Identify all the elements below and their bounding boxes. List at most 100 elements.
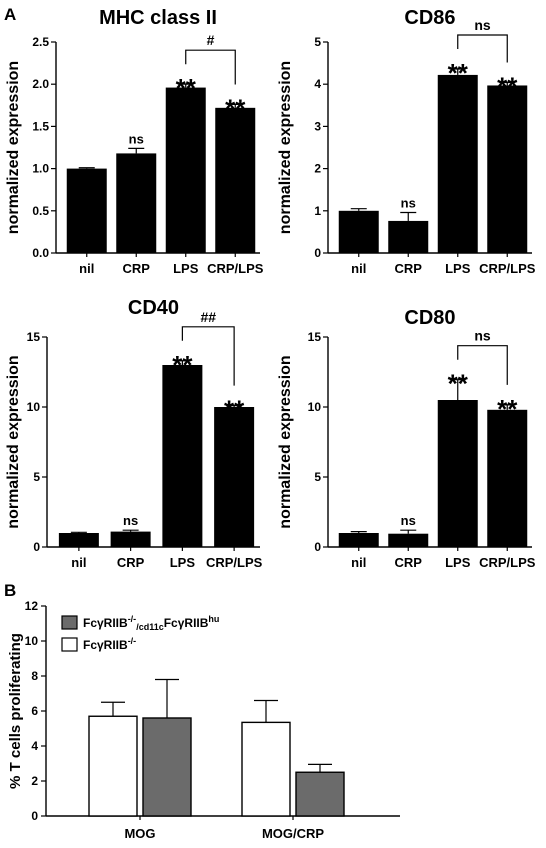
legend-text-part: /cd11c [136, 622, 164, 632]
bar [338, 210, 379, 253]
y-axis-label: % T cells proliferating [7, 633, 24, 789]
bar [295, 771, 345, 817]
x-tick-label: CRP/LPS [479, 555, 536, 570]
x-tick-label: CRP/LPS [479, 261, 536, 276]
legend-text-part: hu [208, 614, 219, 624]
significance-label: ** [448, 369, 469, 399]
bracket-label: ## [200, 309, 216, 325]
x-tick-label: CRP [117, 555, 145, 570]
comparison-bracket [181, 326, 235, 386]
bar [215, 107, 256, 253]
y-tick-label: 0 [314, 540, 321, 554]
significance-label: ns [129, 131, 144, 146]
chart-cd80: CD80 normalized expression 0 5 10 15 nil CRP ns L… [277, 307, 536, 570]
bar [241, 721, 291, 817]
x-tick-label: CRP/LPS [206, 555, 263, 570]
y-tick-label: 2 [314, 162, 321, 176]
x-tick-label: CRP [395, 261, 423, 276]
legend-text-part: FcγRIIB [83, 638, 128, 652]
x-tick-label: LPS [445, 261, 471, 276]
bar [58, 533, 99, 547]
y-tick-label: 2.0 [32, 77, 49, 91]
y-axis-label: normalized expression [277, 355, 294, 528]
legend-text-part: -/- [128, 636, 137, 646]
chart-cd86: CD86 normalized expression 0 1 2 3 4 5 nil CRP ns L… [277, 7, 536, 276]
legend-text-part: FcγRIIB [83, 616, 128, 630]
bar [162, 365, 203, 547]
x-tick-label: CRP [123, 261, 151, 276]
chart-t-cell-proliferation: % T cells proliferating 0 2 4 6 8 10 12 MOG MOG/C… [7, 599, 400, 841]
y-tick-label: 0.0 [32, 246, 49, 260]
y-tick-label: 1.0 [32, 162, 49, 176]
y-tick-label: 10 [25, 634, 39, 648]
x-tick-label: nil [71, 555, 86, 570]
y-tick-label: 4 [31, 739, 38, 753]
chart-mhc-class-ii: MHC class II normalized expression 0.0 0.5 1… [5, 7, 264, 276]
significance-label: ** [176, 73, 197, 103]
significance-label: ** [224, 395, 245, 425]
comparison-bracket [185, 49, 236, 85]
bracket-label: ns [474, 17, 491, 33]
y-tick-label: 8 [31, 669, 38, 683]
y-tick-label: 5 [314, 470, 321, 484]
y-tick-label: 1 [314, 204, 321, 218]
y-tick-label: 10 [308, 400, 322, 414]
legend-text-part: -/- [128, 614, 137, 624]
significance-label: ** [225, 93, 246, 123]
comparison-bracket [457, 345, 508, 385]
significance-label: ns [401, 513, 416, 528]
y-tick-label: 4 [314, 77, 321, 91]
bar [142, 717, 192, 817]
y-tick-label: 2.5 [32, 35, 49, 49]
y-axis-label: normalized expression [277, 61, 294, 234]
chart-title: MHC class II [99, 7, 217, 29]
x-tick-label: CRP [395, 555, 423, 570]
bracket-label: # [207, 32, 215, 48]
y-tick-label: 2 [31, 774, 38, 788]
legend-label: FcγRIIB-/- [83, 636, 136, 652]
y-tick-label: 15 [308, 330, 322, 344]
significance-label: ** [497, 394, 518, 424]
x-tick-label: LPS [170, 555, 196, 570]
significance-label: ** [448, 58, 469, 88]
legend-text-part: FcγRIIB [164, 616, 209, 630]
y-tick-label: 0 [33, 540, 40, 554]
bar [338, 533, 379, 547]
y-axis-label: normalized expression [5, 61, 22, 234]
chart-title: CD80 [404, 307, 455, 329]
x-tick-label: nil [79, 261, 94, 276]
chart-title: CD40 [128, 297, 179, 319]
significance-label: ** [172, 350, 193, 380]
y-tick-label: 0 [314, 246, 321, 260]
x-tick-label: MOG [124, 826, 155, 841]
y-tick-label: 5 [314, 35, 321, 49]
x-tick-label: LPS [173, 261, 199, 276]
chart-title: CD86 [404, 7, 455, 29]
bar [487, 409, 528, 547]
significance-label: ns [401, 195, 416, 210]
y-axis-label: normalized expression [5, 355, 22, 528]
bar [66, 168, 107, 253]
bar [116, 153, 157, 253]
bar [487, 85, 528, 253]
y-tick-label: 0.5 [32, 204, 49, 218]
significance-label: ** [497, 72, 518, 102]
comparison-bracket [457, 34, 508, 63]
y-tick-label: 5 [33, 470, 40, 484]
bar [437, 400, 478, 547]
bar [388, 220, 429, 253]
panel-label-a: A [4, 5, 16, 24]
bar [388, 533, 429, 547]
panel-label-b: B [4, 581, 16, 600]
x-tick-label: LPS [445, 555, 471, 570]
y-tick-label: 0 [31, 809, 38, 823]
x-tick-label: MOG/CRP [262, 826, 324, 841]
bar [88, 715, 138, 817]
legend-swatch [61, 615, 78, 630]
y-tick-label: 15 [27, 330, 41, 344]
bar [110, 531, 151, 547]
bar [165, 87, 206, 254]
y-tick-label: 6 [31, 704, 38, 718]
legend-swatch [61, 637, 78, 652]
x-tick-label: nil [351, 261, 366, 276]
